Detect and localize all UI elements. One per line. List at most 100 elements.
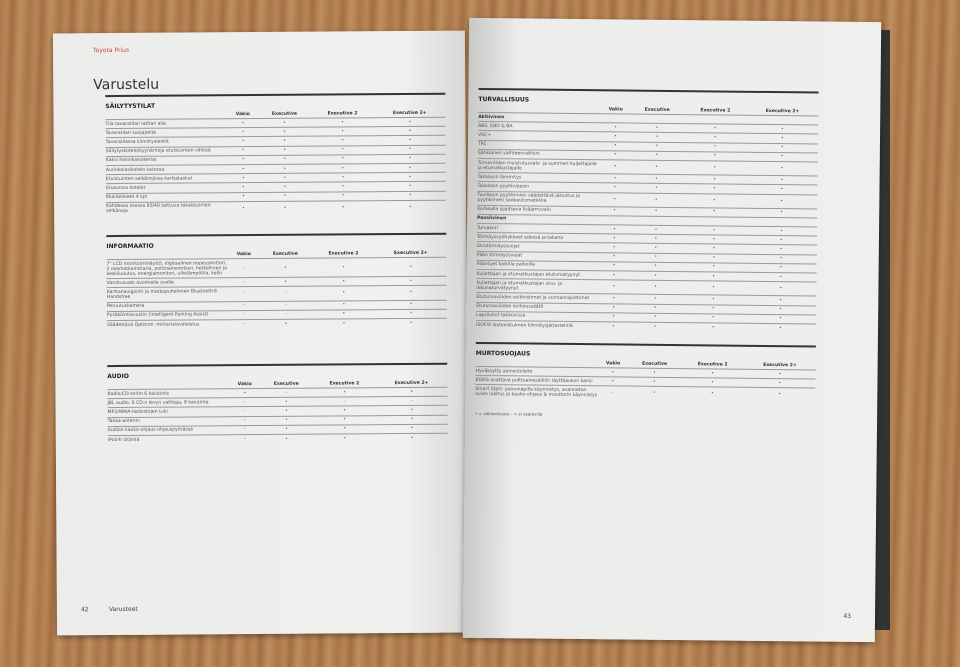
equipment-table: Vakio Executive Executive 2 Executive 2+ Akt… <box>475 105 819 333</box>
availability-cell: • <box>257 118 312 128</box>
section-title: SÄILYTYSTILAT <box>105 102 156 111</box>
availability-cell: • <box>597 376 628 387</box>
availability-cell: • <box>228 164 259 174</box>
feature-name: Turvavöiden muistutusvalo- ja summeri ku… <box>477 158 601 174</box>
availability-cell: • <box>312 286 376 301</box>
availability-cell: • <box>259 397 313 407</box>
availability-cell: • <box>599 192 630 207</box>
section-rule <box>106 232 447 238</box>
feature-name: Kuljettajan ja etumatkustajan sivu- ja i… <box>476 278 599 295</box>
availability-cell: • <box>627 386 681 401</box>
availability-cell: • <box>376 414 448 425</box>
availability-cell: – <box>230 434 261 444</box>
availability-cell: • <box>374 181 447 192</box>
availability-cell: • <box>258 164 312 174</box>
availability-cell: • <box>375 285 447 301</box>
availability-cell: – <box>597 386 628 401</box>
table-row: 7" LCD monitoiminäyttö, digitaalinen nop… <box>106 257 447 279</box>
availability-cell: • <box>630 159 684 175</box>
availability-cell: • <box>258 145 312 156</box>
right-page: TURVALLISUUS Vakio Executive Executive 2 Exe… <box>462 17 882 643</box>
availability-cell: • <box>313 415 377 425</box>
availability-cell: • <box>374 126 446 137</box>
section-rule <box>107 362 448 368</box>
availability-cell: – <box>229 310 260 320</box>
availability-cell: • <box>745 281 817 297</box>
availability-cell: – <box>229 286 260 302</box>
availability-cell: • <box>312 300 376 310</box>
availability-cell: • <box>599 233 630 244</box>
availability-cell: • <box>681 322 745 332</box>
section-rule <box>105 92 446 98</box>
availability-cell: • <box>598 303 629 313</box>
availability-cell: • <box>374 172 446 183</box>
availability-cell <box>600 113 631 124</box>
feature-name: Smart Start: painonapilla käynnistys, av… <box>475 384 598 400</box>
availability-cell: • <box>228 146 259 156</box>
availability-cell: • <box>312 406 377 416</box>
legend-footnote: • = vakiovaruste – = ei saatavilla <box>475 410 543 417</box>
availability-cell: • <box>310 117 375 128</box>
availability-cell: • <box>599 261 630 272</box>
availability-cell: • <box>681 280 746 296</box>
table-row: Säädettävä Optitron -mittaristovalaistus… <box>106 318 447 330</box>
availability-cell: • <box>746 161 818 177</box>
availability-cell: • <box>311 172 375 183</box>
availability-cell: • <box>600 150 631 160</box>
availability-cell: • <box>375 308 447 319</box>
availability-cell: • <box>744 323 817 333</box>
page-title: Varustelu <box>93 76 160 94</box>
availability-cell: – <box>259 309 313 320</box>
availability-cell: • <box>228 201 259 216</box>
equipment-table: Vakio Executive Executive 2 Executive 2+ Til… <box>105 110 447 216</box>
availability-cell: • <box>259 406 314 417</box>
availability-cell: • <box>259 319 313 329</box>
section-title: INFORMAATIO <box>106 242 154 251</box>
availability-cell: • <box>374 153 446 164</box>
availability-cell: • <box>628 312 682 323</box>
availability-cell: • <box>374 190 447 201</box>
availability-cell: • <box>683 160 747 176</box>
availability-cell: • <box>258 182 312 193</box>
section-title: AUDIO <box>107 372 129 381</box>
feature-name: iPod® liitäntä <box>107 434 231 445</box>
feature-name: ISOFIX-lastenistuimen kiinnitysjärjestel… <box>475 320 599 331</box>
availability-cell: • <box>312 276 376 287</box>
availability-cell: • <box>311 145 375 155</box>
availability-cell: • <box>376 387 448 397</box>
section-informaatio: INFORMAATIO Vakio Executive Executive 2 Exec… <box>106 232 447 330</box>
availability-cell: • <box>258 173 312 183</box>
availability-cell: • <box>374 117 446 127</box>
left-page: Toyota Prius Varustelu SÄILYTYSTILAT Vaki… <box>52 30 470 636</box>
availability-cell: • <box>260 424 314 435</box>
availability-cell: • <box>600 159 631 175</box>
availability-cell <box>599 215 630 226</box>
feature-name: 7" LCD monitoiminäyttö, digitaalinen nop… <box>106 258 230 279</box>
availability-cell: • <box>227 127 259 138</box>
equipment-table: Vakio Executive Executive 2 Executive 2+ Hyv… <box>475 359 816 403</box>
availability-cell: • <box>374 144 446 155</box>
availability-cell: • <box>628 294 682 305</box>
availability-cell: • <box>375 318 447 328</box>
availability-cell: – <box>312 396 377 407</box>
feature-name: Säädettävä Optitron -mittaristovalaistus <box>106 319 230 330</box>
table-row: Kahdessa osassa 60/40 taittuva takaistui… <box>106 199 447 216</box>
equipment-table: Vakio Executive Executive 2 Executive 2+ Rad… <box>107 380 448 445</box>
availability-cell: • <box>374 163 446 173</box>
section-sailytystilat: SÄILYTYSTILAT Vakio Executive Executive 2 Ex… <box>105 92 447 216</box>
availability-cell: • <box>313 424 377 435</box>
availability-cell: – <box>259 286 313 302</box>
availability-cell: – <box>230 425 261 435</box>
availability-cell: • <box>312 318 376 328</box>
availability-cell: • <box>229 388 260 398</box>
availability-cell: – <box>229 319 260 329</box>
availability-cell: • <box>629 192 683 208</box>
page-number-left: 42 <box>80 606 89 614</box>
availability-cell: • <box>599 224 630 235</box>
section-audio: AUDIO Vakio Executive Executive 2 Executive … <box>107 362 448 445</box>
availability-cell: • <box>375 276 447 287</box>
section-rule <box>475 341 816 348</box>
availability-cell: • <box>599 243 630 253</box>
availability-cell: – <box>229 406 260 417</box>
availability-cell: • <box>258 258 313 278</box>
